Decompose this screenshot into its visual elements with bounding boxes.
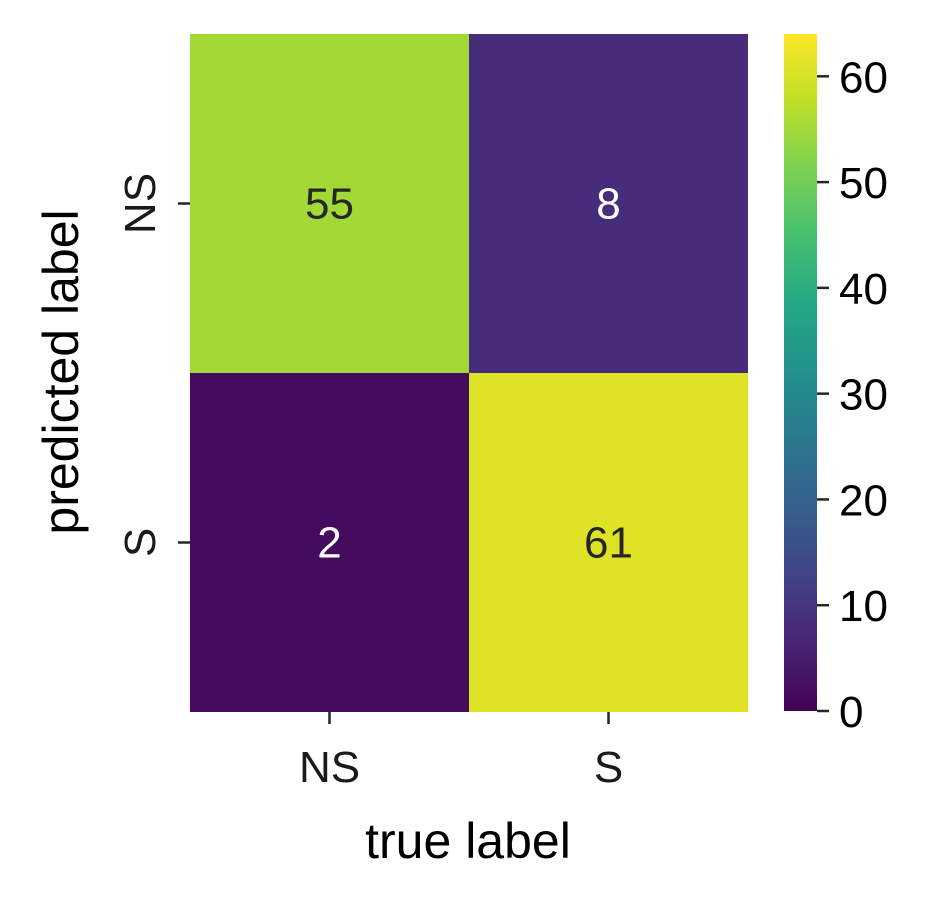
colorbar-tick-label: 0 bbox=[839, 688, 863, 737]
colorbar-tick-label: 30 bbox=[839, 371, 888, 420]
colorbar-gradient bbox=[784, 34, 817, 711]
heatmap-grid: 55 8 2 61 bbox=[190, 34, 748, 712]
heatmap-cell bbox=[190, 34, 469, 373]
heatmap-cell bbox=[190, 373, 469, 712]
x-tick-label: S bbox=[594, 743, 623, 792]
cell-value-label: 8 bbox=[596, 180, 620, 229]
cell-value-label: 55 bbox=[305, 180, 354, 229]
y-tick-label: NS bbox=[116, 173, 165, 234]
y-axis: NS S bbox=[116, 173, 190, 557]
cell-value-label: 2 bbox=[317, 519, 341, 568]
cell-value-label: 61 bbox=[584, 519, 633, 568]
colorbar: 0 10 20 30 40 50 60 bbox=[784, 34, 888, 737]
y-axis-label: predicted label bbox=[33, 209, 89, 534]
colorbar-tick-label: 60 bbox=[839, 53, 888, 102]
y-tick-label: S bbox=[116, 528, 165, 557]
colorbar-tick-label: 20 bbox=[839, 476, 888, 525]
x-axis: NS S bbox=[299, 712, 623, 792]
colorbar-tick-label: 50 bbox=[839, 159, 888, 208]
x-tick-label: NS bbox=[299, 743, 360, 792]
heatmap-cell bbox=[469, 34, 748, 373]
heatmap-cell bbox=[469, 373, 748, 712]
colorbar-tick-label: 10 bbox=[839, 582, 888, 631]
colorbar-tick-label: 40 bbox=[839, 265, 888, 314]
x-axis-label: true label bbox=[365, 813, 571, 869]
